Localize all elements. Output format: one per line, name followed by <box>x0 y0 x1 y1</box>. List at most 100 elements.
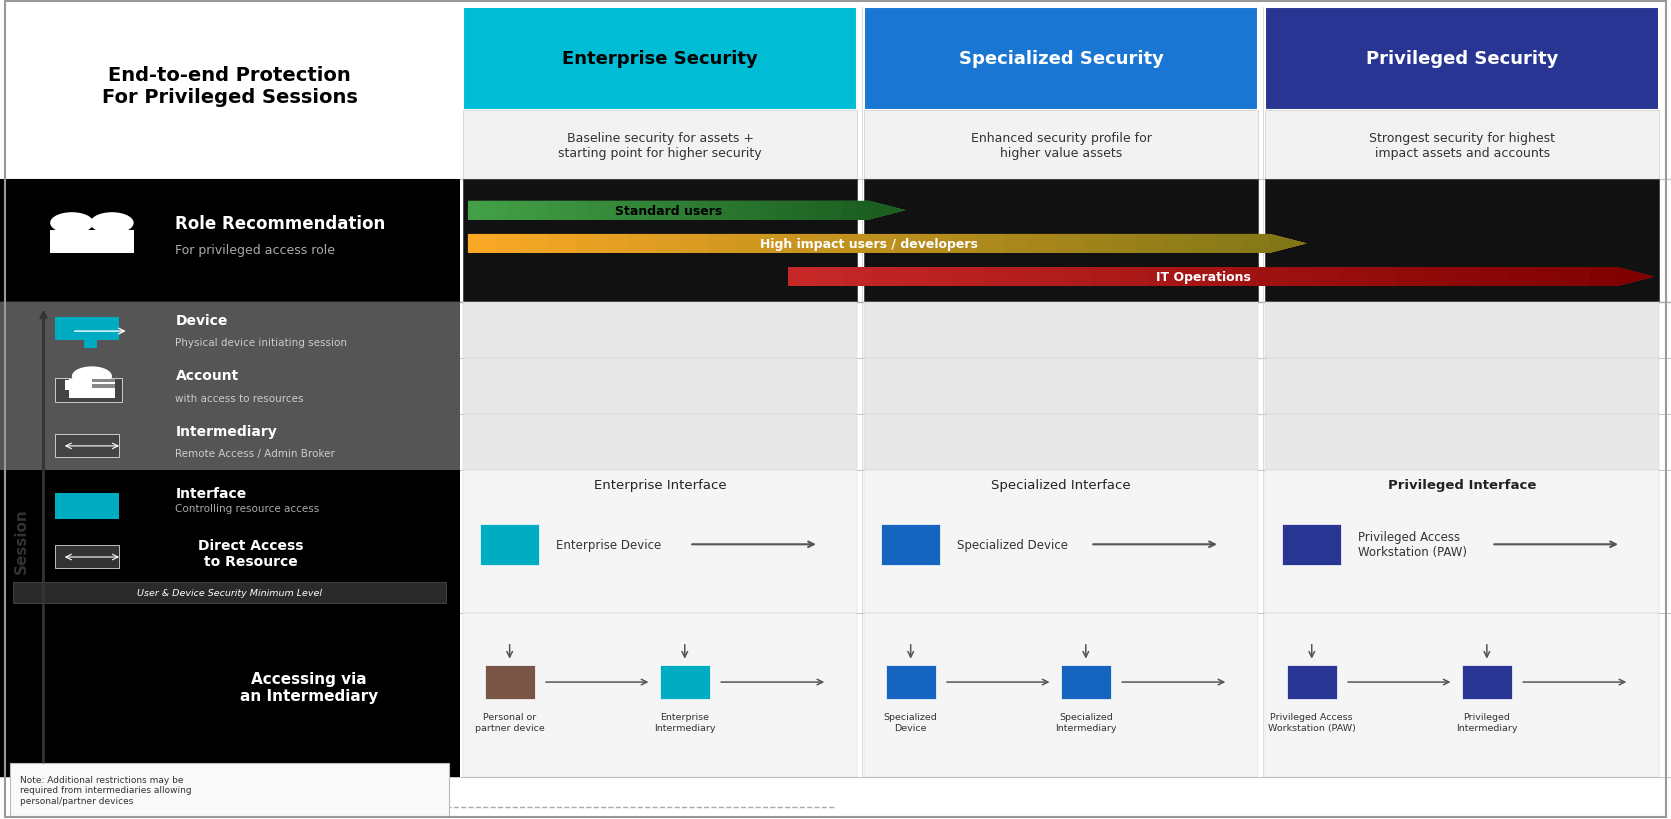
Bar <box>463 359 857 414</box>
Bar <box>1216 234 1245 254</box>
Text: For privileged access role: For privileged access role <box>175 243 336 256</box>
Bar <box>463 180 857 303</box>
Bar <box>69 380 115 398</box>
Bar <box>463 8 857 111</box>
Polygon shape <box>789 268 1654 287</box>
Text: Session: Session <box>15 507 28 573</box>
Bar <box>1287 268 1315 287</box>
Bar <box>463 470 857 613</box>
Text: Account: Account <box>175 369 239 383</box>
Bar <box>1175 268 1205 287</box>
Circle shape <box>90 213 134 234</box>
Bar <box>735 234 764 254</box>
Bar <box>628 201 643 220</box>
Bar <box>1589 268 1619 287</box>
Text: User & Device Security Minimum Level: User & Device Security Minimum Level <box>137 589 323 597</box>
Bar <box>899 268 929 287</box>
Bar <box>1120 268 1150 287</box>
Bar <box>615 201 630 220</box>
Bar <box>668 201 683 220</box>
Polygon shape <box>1618 268 1654 287</box>
Bar <box>655 234 683 254</box>
Bar <box>92 385 115 388</box>
Bar <box>1093 268 1121 287</box>
Bar <box>655 201 670 220</box>
Bar <box>50 231 94 254</box>
Bar <box>1265 414 1659 470</box>
Bar <box>92 379 115 382</box>
Bar <box>481 524 538 565</box>
Text: with access to resources: with access to resources <box>175 393 304 403</box>
Bar <box>0 8 460 180</box>
Bar <box>0 180 460 303</box>
Bar <box>521 234 550 254</box>
Bar <box>815 268 846 287</box>
Bar <box>84 339 97 349</box>
Polygon shape <box>468 201 906 220</box>
Bar <box>983 268 1011 287</box>
Bar <box>0 303 460 359</box>
Bar <box>789 268 817 287</box>
Bar <box>468 234 496 254</box>
Bar <box>535 201 550 220</box>
Bar <box>0 470 460 613</box>
Text: Privileged Access
Workstation (PAW): Privileged Access Workstation (PAW) <box>1268 713 1355 732</box>
Text: Role Recommendation: Role Recommendation <box>175 215 386 233</box>
Text: High impact users / developers: High impact users / developers <box>760 238 978 251</box>
Polygon shape <box>468 234 1307 254</box>
Bar <box>548 201 563 220</box>
Bar <box>55 493 119 519</box>
Bar <box>815 201 830 220</box>
Bar <box>1265 470 1659 613</box>
Bar <box>588 201 603 220</box>
Bar <box>882 524 939 565</box>
Bar <box>722 201 737 220</box>
Bar <box>13 582 446 604</box>
Text: Note: Additional restrictions may be
required from intermediaries allowing
perso: Note: Additional restrictions may be req… <box>20 775 192 805</box>
Bar <box>886 665 936 699</box>
Bar <box>864 111 1258 180</box>
Bar <box>463 613 857 777</box>
Bar <box>871 268 901 287</box>
Bar <box>521 201 536 220</box>
Text: Enhanced security profile for
higher value assets: Enhanced security profile for higher val… <box>971 131 1151 160</box>
Bar <box>682 201 697 220</box>
Text: Interface: Interface <box>175 486 247 500</box>
Text: Enterprise
Intermediary: Enterprise Intermediary <box>653 713 715 732</box>
Bar <box>642 201 657 220</box>
Bar <box>1136 234 1165 254</box>
Bar <box>602 234 630 254</box>
Bar <box>1313 268 1343 287</box>
Bar <box>481 201 496 220</box>
Bar <box>864 303 1258 359</box>
Bar <box>463 414 857 470</box>
Bar <box>561 201 576 220</box>
Text: Privileged Security: Privileged Security <box>1365 51 1559 68</box>
Bar <box>1056 234 1084 254</box>
Bar <box>1258 268 1288 287</box>
Bar <box>869 234 897 254</box>
Bar <box>55 545 119 568</box>
Bar <box>1265 359 1659 414</box>
Bar <box>1009 268 1039 287</box>
Text: Accessing via
an Intermediary: Accessing via an Intermediary <box>241 671 378 704</box>
Bar <box>660 665 710 699</box>
Text: Enterprise Device: Enterprise Device <box>555 538 660 551</box>
Bar <box>775 201 790 220</box>
Text: Strongest security for highest
impact assets and accounts: Strongest security for highest impact as… <box>1369 131 1556 160</box>
Bar <box>1424 268 1454 287</box>
Text: Standard users: Standard users <box>615 205 722 217</box>
Text: Direct Access
to Resource: Direct Access to Resource <box>197 538 304 568</box>
Bar <box>1029 234 1058 254</box>
Bar <box>682 234 710 254</box>
Bar <box>709 201 724 220</box>
Bar <box>1061 665 1111 699</box>
Bar <box>1003 234 1031 254</box>
Bar <box>1083 234 1111 254</box>
Bar <box>926 268 956 287</box>
Text: Specialized Interface: Specialized Interface <box>991 478 1131 491</box>
Bar <box>1397 268 1425 287</box>
Bar <box>1148 268 1176 287</box>
Bar <box>1452 268 1481 287</box>
Text: Controlling resource access: Controlling resource access <box>175 504 319 514</box>
